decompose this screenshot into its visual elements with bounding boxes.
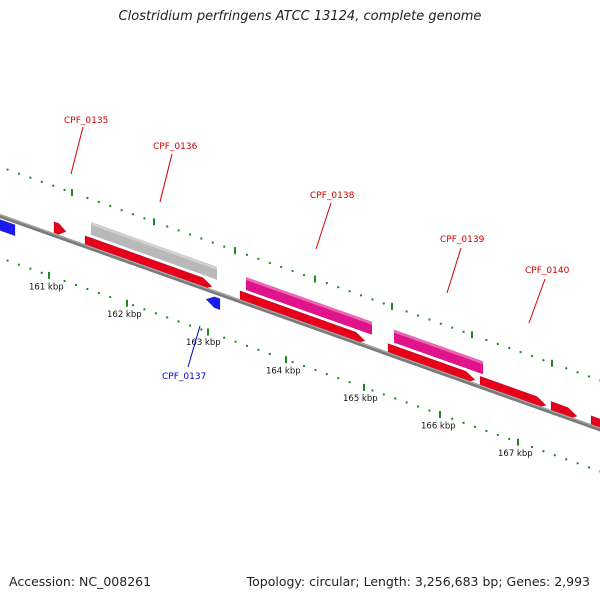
cds-cpf0135 — [53, 221, 67, 235]
gene-label-leader — [187, 325, 201, 368]
scale-label: 162 kbp — [107, 310, 142, 320]
gene-cpf0139-outer-highlight — [394, 329, 483, 365]
accession-label: Accession: NC_008261 — [9, 574, 152, 589]
gene-label-leader — [446, 247, 462, 294]
gene-label: CPF_0140 — [525, 266, 570, 276]
genome-summary: Topology: circular; Length: 3,256,683 bp… — [246, 574, 590, 589]
scale-label: 167 kbp — [498, 449, 533, 459]
gene-label: CPF_0136 — [153, 142, 198, 152]
gene-cpf0138-outer-body — [246, 277, 372, 335]
gene-label-leader — [315, 202, 332, 250]
cds-reverse-edge — [0, 219, 16, 237]
gene-cpf0136-outer-highlight — [91, 221, 217, 270]
inner-tick-row — [6, 259, 600, 473]
gene-cpf0136-outer-body — [91, 221, 217, 280]
gene-label-leader — [70, 126, 84, 175]
scale-label: 165 kbp — [343, 394, 378, 404]
gene-cpf0138-outer-highlight — [246, 277, 372, 325]
gene-label: CPF_0139 — [440, 235, 485, 245]
scale-label: 164 kbp — [266, 367, 301, 377]
gene-label-leader — [159, 153, 173, 203]
outer-tick-row — [6, 168, 600, 382]
gene-label: CPF_0138 — [310, 191, 355, 201]
cds-cpf0137 — [205, 296, 221, 311]
map-title: Clostridium perfringens ATCC 13124, comp… — [118, 9, 482, 24]
gene-label: CPF_0137 — [162, 372, 206, 382]
gene-label-leader — [528, 278, 546, 324]
scale-label: 163 kbp — [186, 338, 221, 348]
scale-label: 166 kbp — [421, 422, 456, 432]
gene-label: CPF_0135 — [64, 116, 108, 126]
scale-label: 161 kbp — [29, 282, 64, 292]
gene-cpf0139-outer — [394, 329, 483, 375]
gene-cpf0136-outer — [91, 221, 217, 280]
genome-backbone — [0, 213, 600, 432]
gene-cpf0139-outer-body — [394, 329, 483, 375]
genome-backbone-highlight — [0, 214, 600, 429]
gene-cpf0138-outer — [246, 277, 372, 335]
